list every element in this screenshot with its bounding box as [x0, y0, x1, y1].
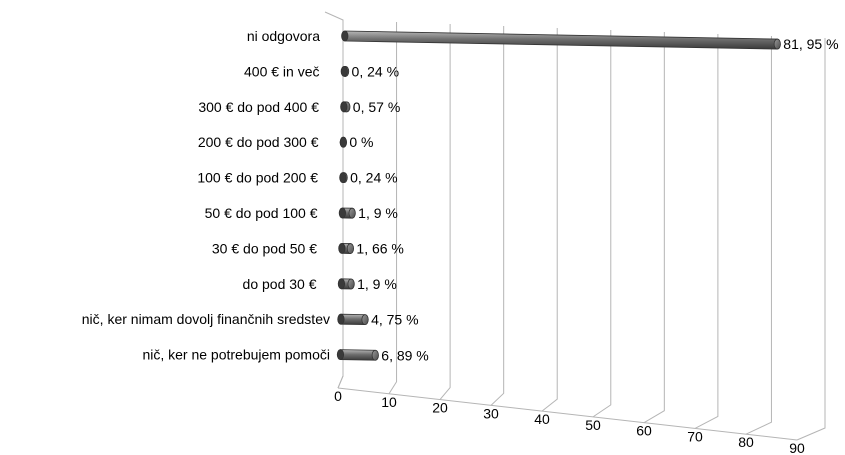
category-labels: ni odgovora 400 € in več 300 € do pod 400 …	[82, 28, 330, 363]
data-label: 1, 9 %	[358, 205, 398, 221]
data-label: 0, 57 %	[353, 99, 400, 115]
grid-line	[694, 34, 719, 429]
bar-start-cap	[336, 349, 345, 361]
bar	[339, 136, 347, 148]
data-label: 4, 75 %	[371, 312, 418, 328]
grid-line	[643, 32, 665, 424]
data-label: 81, 95 %	[783, 36, 838, 52]
x-axis-ticks: 0 10 20 30 40 50 60 70 80 90	[334, 388, 805, 455]
bar-end-cap	[773, 38, 781, 50]
tick-label: 60	[636, 423, 652, 439]
bar-end-cap	[347, 278, 355, 290]
bar-start-cap	[338, 242, 346, 254]
data-label: 1, 66 %	[356, 241, 403, 257]
grid-line	[745, 36, 772, 435]
grid-line	[541, 28, 558, 412]
data-label: 1, 9 %	[357, 276, 397, 292]
grid-line	[490, 26, 505, 406]
floor-edge	[337, 387, 798, 441]
bar	[337, 313, 369, 326]
tick-label: 20	[432, 400, 448, 416]
bar-start-cap	[337, 278, 346, 290]
left-wall-edge	[324, 11, 344, 389]
grid-lines	[324, 11, 826, 441]
bar-start-cap	[340, 66, 348, 77]
tick-label: 50	[585, 417, 601, 433]
category-label: nič, ker nimam dovolj finančnih sredstev	[82, 311, 330, 327]
bar-end-cap	[371, 349, 379, 361]
data-label: 0, 24 %	[352, 63, 399, 79]
bar-start-cap	[337, 313, 345, 325]
category-label: 400 € in več	[244, 63, 320, 79]
grid-line	[388, 22, 398, 395]
bar	[340, 65, 350, 77]
bar-body	[340, 313, 366, 326]
bar-body	[340, 349, 376, 361]
category-label: 100 € do pod 200 €	[197, 170, 318, 186]
tick-label: 0	[334, 388, 342, 404]
category-label: 300 € do pod 400 €	[198, 99, 319, 115]
bar	[339, 172, 348, 184]
bar-end-cap	[348, 207, 356, 219]
bar-start-cap	[338, 207, 346, 219]
value-labels: 81, 95 % 0, 24 % 0, 57 % 0 % 0, 24 % 1, 9 % 1,…	[349, 36, 838, 363]
grid-line	[592, 30, 612, 418]
tick-label: 30	[483, 405, 499, 421]
category-label: nič, ker ne potrebujem pomoči	[142, 347, 330, 363]
data-label: 0 %	[349, 134, 373, 150]
grid-line	[439, 24, 451, 400]
tick-label: 80	[738, 434, 754, 450]
bars	[336, 30, 781, 361]
bar	[338, 242, 355, 254]
data-label: 6, 89 %	[381, 347, 428, 363]
data-label: 0, 24 %	[350, 170, 397, 186]
grid-line	[796, 38, 826, 441]
category-label: 200 € do pod 300 €	[198, 134, 319, 150]
bar-end-cap	[346, 243, 355, 254]
tick-label: 70	[687, 428, 703, 444]
bar-body	[344, 30, 778, 50]
category-label: do pod 30 €	[243, 276, 317, 292]
bar	[336, 349, 379, 361]
category-label: 50 € do pod 100 €	[205, 205, 318, 221]
bar-end-cap	[361, 314, 369, 326]
tick-label: 90	[789, 440, 805, 455]
bar	[338, 207, 356, 219]
bar-start-cap	[339, 136, 347, 148]
tick-label: 10	[381, 394, 397, 410]
bar	[337, 278, 355, 290]
category-label: 30 € do pod 50 €	[212, 240, 317, 256]
bar-start-cap	[340, 101, 348, 113]
tick-label: 40	[534, 411, 550, 427]
bar	[340, 101, 351, 113]
bar-start-cap	[341, 30, 349, 42]
bar	[341, 30, 781, 50]
bar-start-cap	[339, 172, 347, 184]
category-label: ni odgovora	[247, 28, 320, 44]
